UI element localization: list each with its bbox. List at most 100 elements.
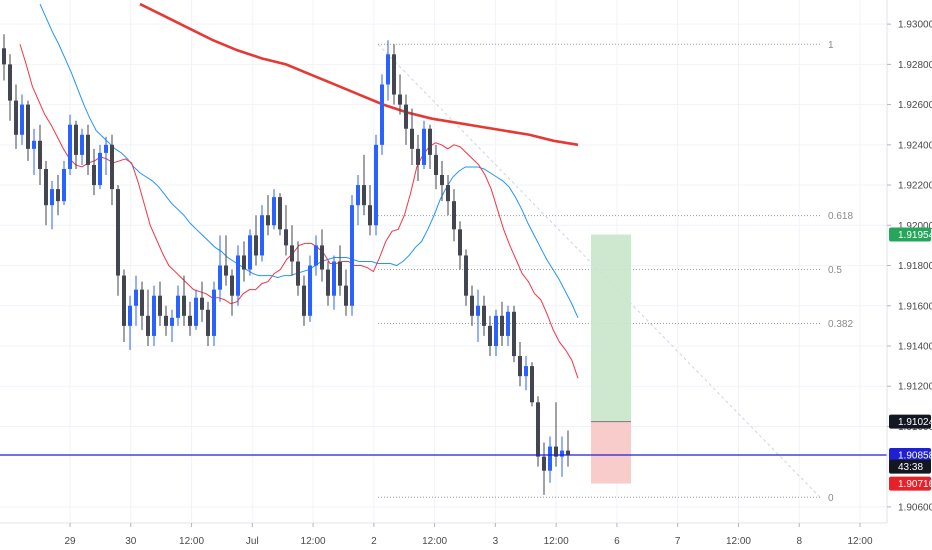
- candle-body: [560, 450, 564, 457]
- candle-body: [110, 144, 114, 190]
- price-tag: [889, 459, 931, 474]
- moving-average-line: [139, 2, 579, 147]
- candle-body: [422, 128, 426, 165]
- candle-body: [428, 128, 432, 155]
- candle-body: [68, 124, 72, 169]
- candle-body: [320, 245, 324, 270]
- candle-body: [176, 295, 180, 318]
- candle-body: [98, 152, 102, 186]
- candle-body: [20, 104, 24, 135]
- candle-body: [272, 197, 276, 226]
- candlesticks: [2, 34, 570, 495]
- candle-body: [494, 315, 498, 346]
- candle-body: [500, 315, 504, 336]
- candle-body: [350, 205, 354, 306]
- candle-body: [164, 315, 168, 326]
- candle-body: [116, 189, 120, 276]
- candle-body: [128, 305, 132, 326]
- candle-body: [182, 295, 186, 316]
- price-tag: [889, 414, 931, 429]
- price-tick-label: 1.92200: [898, 181, 932, 192]
- candle-body: [416, 148, 420, 165]
- candle-body: [104, 144, 108, 153]
- candle-body: [26, 104, 30, 149]
- candle-body: [236, 255, 240, 296]
- candle-body: [14, 100, 18, 135]
- time-tick-label: 12:00: [847, 536, 872, 547]
- candle-body: [302, 285, 306, 316]
- candle-body: [452, 201, 456, 230]
- fib-level-label: 0.5: [828, 265, 842, 276]
- stop-loss-zone[interactable]: [591, 421, 631, 484]
- fib-level-label: 1: [828, 40, 834, 51]
- candle-body: [506, 311, 510, 336]
- price-tag: [889, 448, 931, 463]
- candle-body: [446, 185, 450, 202]
- time-tick-label: 30: [125, 536, 137, 547]
- price-tag-label: 1.90716: [898, 479, 932, 490]
- price-tick-label: 1.91600: [898, 301, 932, 312]
- candle-body: [464, 255, 468, 296]
- time-tick-label: 29: [64, 536, 76, 547]
- candle-body: [152, 295, 156, 336]
- price-tick-label: 1.90600: [898, 502, 932, 513]
- candle-body: [380, 84, 384, 145]
- candle-body: [284, 229, 288, 246]
- candle-body: [218, 265, 222, 290]
- candle-body: [326, 269, 330, 296]
- candle-body: [536, 402, 540, 457]
- candle-body: [488, 325, 492, 346]
- time-tick-label: 12:00: [179, 536, 204, 547]
- candle-body: [242, 255, 246, 270]
- candle-body: [212, 289, 216, 336]
- candle-body: [356, 185, 360, 206]
- candle-body: [512, 311, 516, 357]
- time-tick-label: 8: [796, 536, 802, 547]
- candle-body: [524, 366, 528, 377]
- take-profit-zone[interactable]: [591, 234, 631, 422]
- candle-body: [38, 140, 42, 169]
- candle-body: [248, 235, 252, 270]
- candle-body: [254, 235, 258, 256]
- price-tag: [889, 476, 931, 491]
- candle-body: [170, 317, 174, 326]
- price-tag: [889, 227, 931, 242]
- long-position-tool[interactable]: [591, 234, 631, 484]
- candle-body: [230, 275, 234, 296]
- candle-body: [470, 295, 474, 316]
- candle-body: [2, 48, 6, 65]
- candle-body: [338, 261, 342, 286]
- time-tick-label: 12:00: [544, 536, 569, 547]
- candle-body: [344, 285, 348, 306]
- price-tag-label: 1.91024: [898, 417, 932, 428]
- candle-body: [368, 205, 372, 226]
- candle-body: [374, 144, 378, 226]
- fib-level-label: 0.618: [828, 211, 853, 222]
- price-tag-label: 1.90858: [898, 451, 932, 462]
- candle-body: [386, 54, 390, 85]
- price-tick-label: 1.91800: [898, 261, 932, 272]
- candle-body: [476, 305, 480, 316]
- candle-body: [224, 265, 228, 276]
- candle-body: [194, 297, 198, 326]
- candle-body: [308, 265, 312, 316]
- candle-body: [266, 215, 270, 226]
- candle-body: [548, 446, 552, 471]
- price-tick-label: 1.91400: [898, 341, 932, 352]
- time-axis[interactable]: 29 30 12:00 Jul 12:00 2 12:00 3 12:00 6 7 12:00 8 12:…: [0, 522, 887, 547]
- candle-body: [44, 168, 48, 206]
- candle-body: [62, 168, 66, 202]
- candle-body: [554, 446, 558, 457]
- time-tick-label: Jul: [246, 536, 259, 547]
- candle-body: [200, 297, 204, 310]
- candle-body: [566, 450, 570, 455]
- candle-body: [158, 295, 162, 316]
- time-tick-label: 2: [371, 536, 377, 547]
- candle-body: [278, 197, 282, 230]
- candle-body: [314, 245, 318, 266]
- candle-body: [410, 128, 414, 149]
- candle-body: [86, 134, 90, 165]
- candle-body: [92, 164, 96, 186]
